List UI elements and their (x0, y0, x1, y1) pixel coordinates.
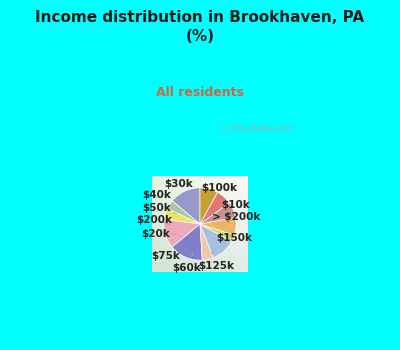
Text: All residents: All residents (156, 86, 244, 99)
Wedge shape (200, 224, 213, 260)
Wedge shape (164, 209, 200, 224)
Text: $10k: $10k (221, 200, 250, 210)
Text: $40k: $40k (143, 190, 179, 203)
Wedge shape (200, 192, 229, 224)
Text: $60k: $60k (172, 253, 201, 273)
Wedge shape (172, 188, 200, 224)
Wedge shape (200, 188, 218, 224)
Wedge shape (200, 217, 236, 235)
Text: $200k: $200k (136, 215, 172, 225)
Wedge shape (200, 224, 232, 258)
Text: $150k: $150k (216, 233, 252, 243)
Wedge shape (164, 219, 200, 247)
Text: $100k: $100k (201, 183, 237, 201)
Wedge shape (167, 201, 200, 224)
Text: > $200k: > $200k (212, 212, 260, 222)
Wedge shape (172, 224, 202, 260)
Text: $75k: $75k (151, 246, 180, 261)
Wedge shape (200, 203, 236, 224)
Text: $50k: $50k (142, 203, 176, 214)
Wedge shape (200, 224, 234, 241)
Text: ⓘ City-Data.com: ⓘ City-Data.com (221, 124, 293, 133)
Text: $125k: $125k (198, 252, 234, 271)
Text: Income distribution in Brookhaven, PA
(%): Income distribution in Brookhaven, PA (%… (36, 10, 364, 44)
Text: $30k: $30k (165, 179, 194, 196)
Text: $20k: $20k (141, 229, 176, 238)
